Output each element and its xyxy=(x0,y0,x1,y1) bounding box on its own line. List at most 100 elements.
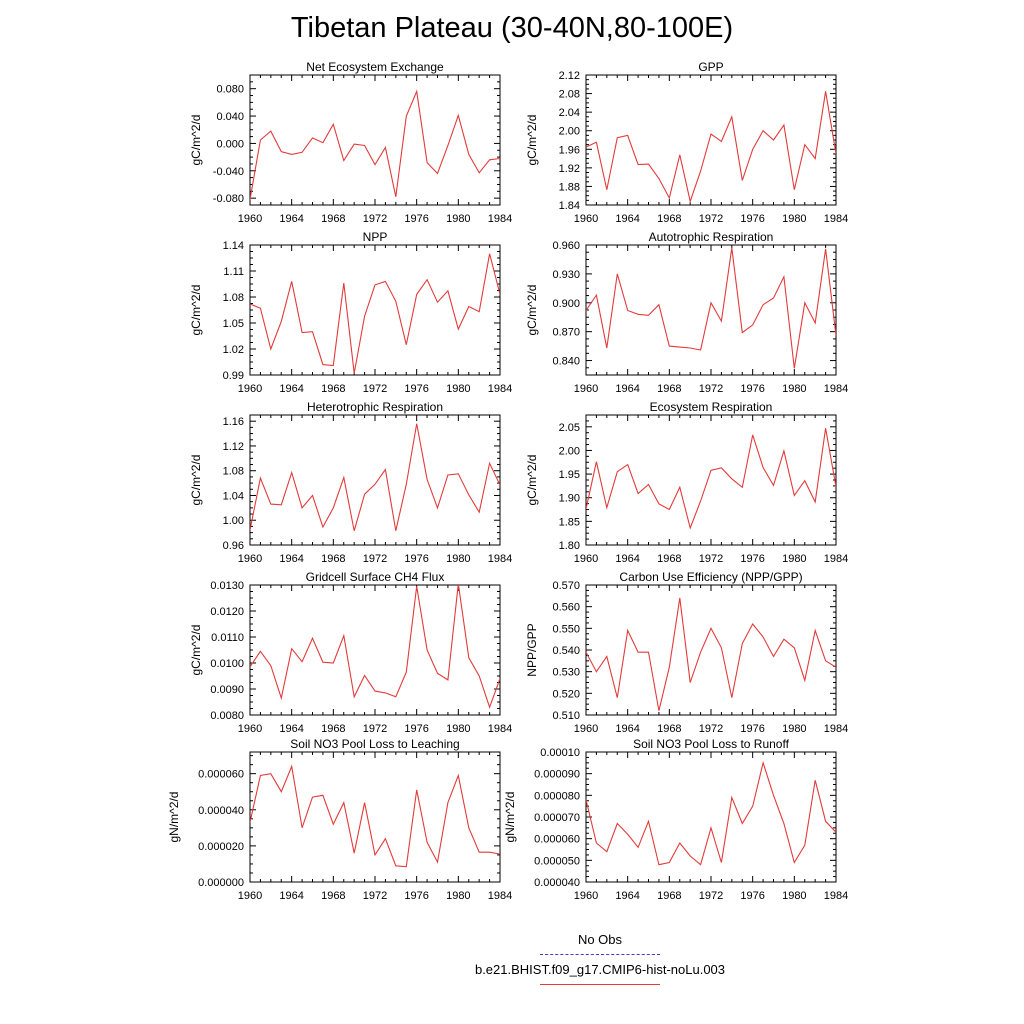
y-axis-label: gC/m^2/d xyxy=(189,115,203,166)
chart-panel: Carbon Use Efficiency (NPP/GPP) 1960 1964 1… xyxy=(525,570,848,735)
y-tick-label: 0.080 xyxy=(216,84,244,96)
series-line xyxy=(586,428,836,530)
y-tick-label: 0.900 xyxy=(552,298,580,310)
panel-title: Soil NO3 Pool Loss to Runoff xyxy=(633,737,790,751)
panel-title: Gridcell Surface CH4 Flux xyxy=(306,570,445,584)
panel-title: Ecosystem Respiration xyxy=(650,400,773,414)
y-tick-label: 1.85 xyxy=(559,516,580,528)
y-axis-label: gC/m^2/d xyxy=(189,625,203,676)
x-tick-label: 1984 xyxy=(488,723,512,735)
x-tick-label: 1960 xyxy=(574,213,598,225)
x-tick-label: 1976 xyxy=(404,890,428,902)
x-tick-label: 1984 xyxy=(824,213,848,225)
panel-title: Net Ecosystem Exchange xyxy=(306,60,444,74)
x-tick-label: 1960 xyxy=(238,383,262,395)
y-tick-label: 1.08 xyxy=(223,466,244,478)
x-tick-label: 1976 xyxy=(740,553,764,565)
plot-frame xyxy=(249,244,501,376)
x-tick-label: 1964 xyxy=(279,723,303,735)
x-tick-label: 1980 xyxy=(782,553,806,565)
x-tick-label: 1972 xyxy=(363,723,387,735)
x-tick-label: 1980 xyxy=(446,213,470,225)
series-line xyxy=(250,585,500,709)
x-tick-label: 1976 xyxy=(740,723,764,735)
y-tick-label: 1.92 xyxy=(559,163,580,175)
chart-panel: Autotrophic Respiration 1960 1964 1968 1972 1… xyxy=(525,230,848,395)
x-tick-label: 1964 xyxy=(615,213,639,225)
y-axis-label: gC/m^2/d xyxy=(189,285,203,336)
y-tick-label: 0.000040 xyxy=(534,877,580,889)
y-tick-label: 0.99 xyxy=(223,370,244,382)
x-tick-label: 1984 xyxy=(488,213,512,225)
y-tick-label: 0.840 xyxy=(552,356,580,368)
x-tick-label: 1980 xyxy=(446,383,470,395)
series-line xyxy=(586,760,836,866)
series-line xyxy=(586,247,836,369)
y-axis-label: gC/m^2/d xyxy=(189,455,203,506)
x-tick-label: 1964 xyxy=(279,890,303,902)
x-tick-label: 1972 xyxy=(699,723,723,735)
plot-frame xyxy=(249,414,501,546)
y-tick-label: 0.870 xyxy=(552,327,580,339)
y-axis-label: gC/m^2/d xyxy=(525,115,539,166)
y-tick-label: 0.520 xyxy=(552,688,580,700)
x-tick-label: 1960 xyxy=(574,723,598,735)
x-tick-label: 1968 xyxy=(657,890,681,902)
x-tick-label: 1976 xyxy=(404,723,428,735)
x-tick-label: 1980 xyxy=(446,553,470,565)
y-tick-label: 1.08 xyxy=(223,292,244,304)
x-tick-label: 1968 xyxy=(657,723,681,735)
y-tick-label: 2.00 xyxy=(559,126,580,138)
y-axis-label: gC/m^2/d xyxy=(525,285,539,336)
y-tick-label: 0.0110 xyxy=(211,632,244,644)
x-tick-label: 1972 xyxy=(699,383,723,395)
x-tick-label: 1976 xyxy=(404,383,428,395)
x-tick-label: 1968 xyxy=(321,723,345,735)
x-tick-label: 1960 xyxy=(238,890,262,902)
x-tick-label: 1968 xyxy=(657,383,681,395)
x-tick-label: 1964 xyxy=(279,213,303,225)
x-tick-label: 1980 xyxy=(446,723,470,735)
y-tick-label: 0.000070 xyxy=(534,812,580,824)
x-tick-label: 1964 xyxy=(279,553,303,565)
y-tick-label: 1.96 xyxy=(559,144,580,156)
y-tick-label: -0.040 xyxy=(213,166,244,178)
x-tick-label: 1964 xyxy=(615,890,639,902)
series-line xyxy=(250,423,500,531)
x-tick-label: 1984 xyxy=(488,890,512,902)
x-tick-label: 1984 xyxy=(488,383,512,395)
y-tick-label: 0.000020 xyxy=(198,841,244,853)
x-tick-label: 1968 xyxy=(321,890,345,902)
x-tick-label: 1960 xyxy=(574,890,598,902)
y-axis-label: gN/m^2/d xyxy=(503,792,517,843)
y-tick-label: 0.0100 xyxy=(210,658,244,670)
legend-obs-label: No Obs xyxy=(577,932,623,947)
y-tick-label: 1.05 xyxy=(223,318,244,330)
panel-title: Carbon Use Efficiency (NPP/GPP) xyxy=(619,570,802,584)
series-line xyxy=(586,91,836,204)
y-tick-label: 2.05 xyxy=(559,422,580,434)
panel-title: NPP xyxy=(363,230,388,244)
x-tick-label: 1972 xyxy=(699,213,723,225)
y-tick-label: 0.040 xyxy=(216,111,244,123)
x-tick-label: 1972 xyxy=(363,383,387,395)
chart-panel: Soil NO3 Pool Loss to Runoff 1960 1964 1968… xyxy=(503,737,848,902)
y-tick-label: 0.560 xyxy=(552,602,580,614)
x-tick-label: 1960 xyxy=(238,553,262,565)
series-line xyxy=(250,89,500,200)
y-tick-label: 1.80 xyxy=(559,540,580,552)
y-tick-label: 2.12 xyxy=(559,70,580,82)
y-tick-label: 1.95 xyxy=(559,469,580,481)
chart-panel: Ecosystem Respiration 1960 1964 1968 1972 197… xyxy=(525,400,848,565)
y-tick-label: 1.04 xyxy=(223,490,244,502)
plot-frame xyxy=(585,244,837,376)
x-tick-label: 1960 xyxy=(238,723,262,735)
x-tick-label: 1968 xyxy=(657,213,681,225)
y-axis-label: gC/m^2/d xyxy=(525,455,539,506)
y-tick-label: 0.0090 xyxy=(210,684,244,696)
y-tick-label: 0.000060 xyxy=(534,834,580,846)
y-axis-label: gN/m^2/d xyxy=(167,792,181,843)
y-tick-label: 0.00010 xyxy=(540,747,580,759)
panel-title: Autotrophic Respiration xyxy=(649,230,774,244)
